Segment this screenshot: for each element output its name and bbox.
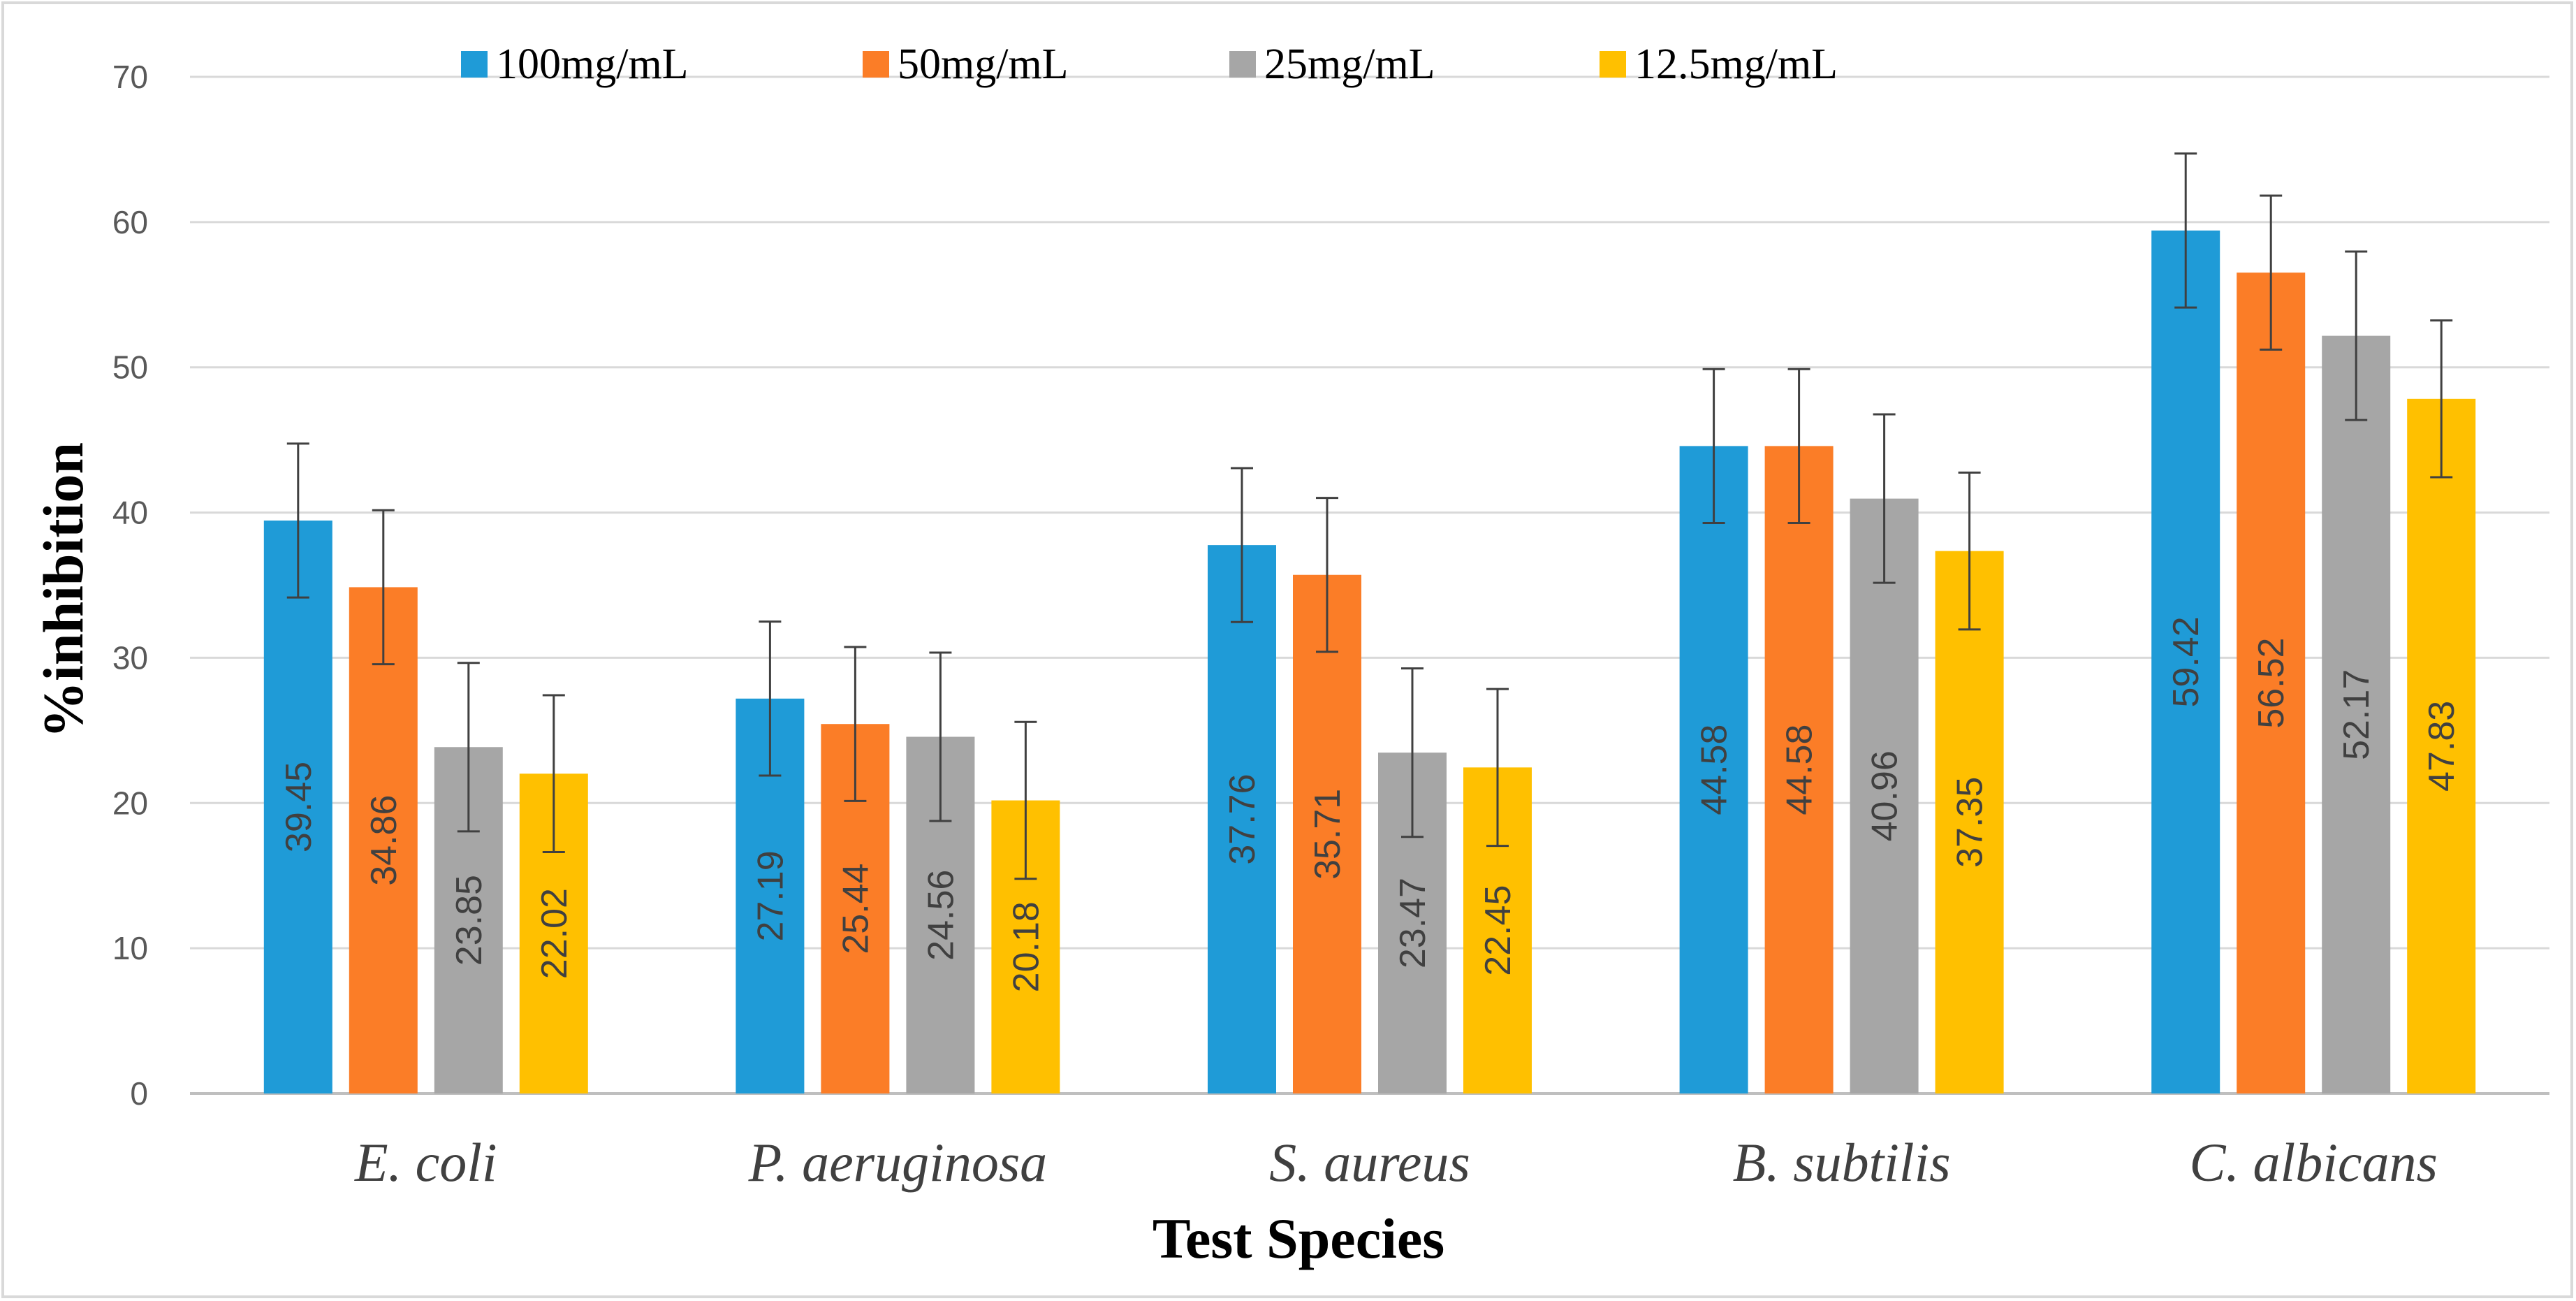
bar — [2407, 398, 2476, 1093]
y-tick-label: 20 — [112, 785, 148, 821]
data-label: 44.58 — [1695, 725, 1735, 815]
legend-swatch — [461, 51, 488, 78]
y-tick-label: 60 — [112, 204, 148, 240]
y-axis-title: %inhibition — [31, 442, 95, 739]
data-label: 56.52 — [2251, 638, 2292, 729]
legend-swatch — [1600, 51, 1626, 78]
y-tick-label: 30 — [112, 639, 148, 676]
bar — [263, 521, 332, 1093]
legend-swatch — [863, 51, 889, 78]
data-label: 44.58 — [1780, 725, 1820, 815]
data-label: 34.86 — [364, 795, 404, 886]
category-label: B. subtilis — [1733, 1132, 1951, 1193]
y-tick-label: 70 — [112, 59, 148, 95]
data-label: 37.76 — [1222, 773, 1263, 864]
data-label: 27.19 — [750, 850, 791, 941]
y-tick-label: 40 — [112, 495, 148, 531]
bar — [349, 587, 418, 1093]
bar — [1935, 551, 2004, 1093]
bar — [1764, 446, 1834, 1093]
data-label: 20.18 — [1006, 901, 1046, 992]
category-label: C. albicans — [2190, 1132, 2438, 1193]
data-label: 40.96 — [1865, 750, 1905, 841]
data-label: 37.35 — [1950, 777, 1991, 868]
category-label: S. aureus — [1269, 1132, 1470, 1193]
legend-label: 25mg/mL — [1264, 41, 1435, 88]
y-tick-label: 0 — [130, 1075, 148, 1112]
legend-swatch — [1229, 51, 1256, 78]
bar — [1679, 446, 1748, 1093]
data-label: 24.56 — [921, 870, 961, 961]
data-label: 22.45 — [1478, 885, 1518, 976]
legend-label: 12.5mg/mL — [1634, 41, 1838, 88]
data-label: 59.42 — [2166, 616, 2207, 707]
data-label: 25.44 — [835, 864, 876, 954]
y-tick-label: 10 — [112, 930, 148, 966]
category-label: E. coli — [354, 1132, 497, 1193]
data-label: 23.85 — [449, 875, 490, 966]
data-label: 39.45 — [279, 762, 319, 852]
bar — [1208, 545, 1276, 1093]
data-label: 35.71 — [1308, 789, 1348, 880]
bar — [1293, 574, 1361, 1093]
legend-label: 100mg/mL — [496, 41, 689, 88]
bar — [2237, 272, 2306, 1094]
legend-label: 50mg/mL — [898, 41, 1069, 88]
bar — [2151, 230, 2220, 1094]
data-label: 22.02 — [534, 888, 575, 979]
data-label: 52.17 — [2336, 669, 2377, 760]
data-label: 23.47 — [1393, 878, 1433, 968]
category-label: P. aeruginosa — [748, 1132, 1048, 1193]
x-axis-title: Test Species — [1152, 1207, 1444, 1270]
bar — [2322, 335, 2391, 1094]
y-tick-label: 50 — [112, 349, 148, 386]
data-label: 47.83 — [2422, 701, 2462, 792]
bar — [1850, 498, 1919, 1093]
